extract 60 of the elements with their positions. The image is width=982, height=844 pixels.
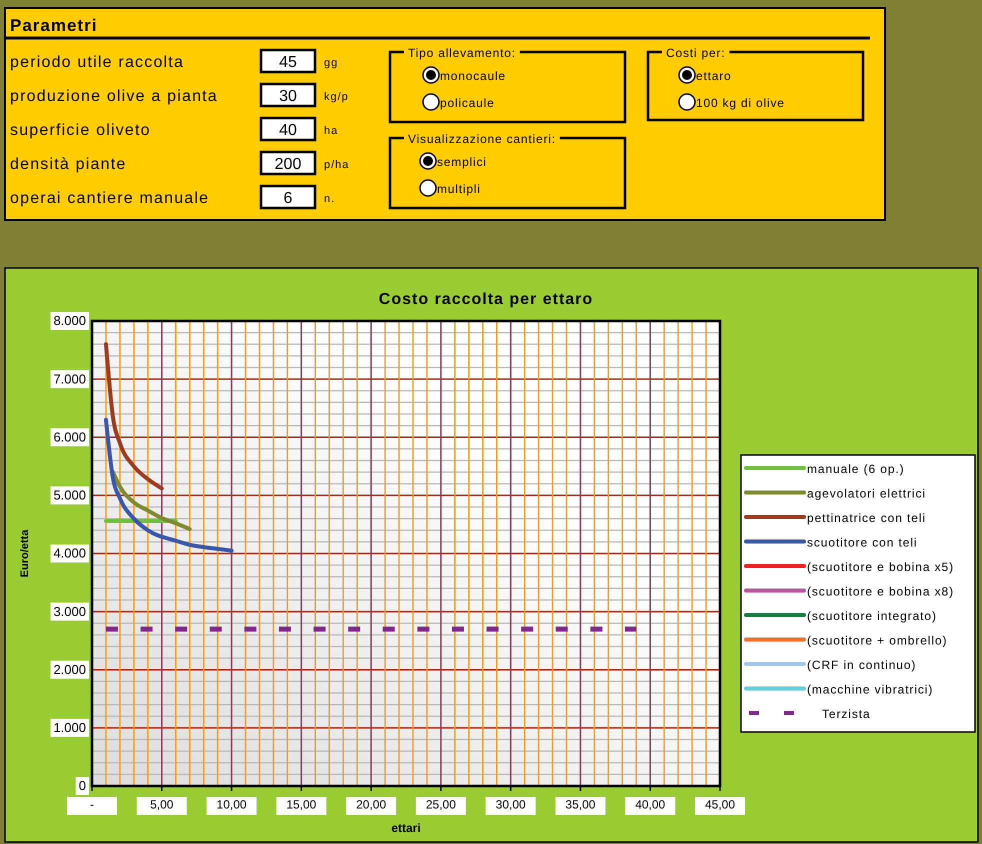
- legend-label: (scuotitore + ombrello): [807, 634, 948, 648]
- text: ha: [324, 125, 338, 137]
- text: kg/p: [324, 91, 349, 103]
- text: operai cantiere manuale: [10, 190, 210, 207]
- x-tick-label: 15,00: [286, 798, 317, 812]
- y-tick-label: 3.000: [53, 604, 86, 619]
- text: 100 kg di olive: [696, 96, 785, 110]
- legend-label: agevolatori elettrici: [807, 486, 926, 500]
- y-tick-label: 6.000: [53, 429, 86, 444]
- text: 200: [274, 156, 302, 173]
- text: semplici: [437, 155, 487, 169]
- legend-label: (scuotitore e bobina x8): [807, 584, 954, 598]
- legend-label: manuale (6 op.): [807, 462, 905, 476]
- legend-label: (scuotitore integrato): [807, 609, 937, 623]
- text: periodo utile raccolta: [10, 54, 184, 71]
- x-tick-label: 30,00: [496, 798, 526, 812]
- y-tick-label: 7.000: [53, 371, 86, 386]
- legend-label: (macchine vibratrici): [807, 682, 934, 696]
- legend-label: Terzista: [822, 707, 871, 721]
- text: 6: [284, 190, 293, 207]
- y-tick-label: 5.000: [53, 488, 86, 503]
- x-tick-label: 35,00: [565, 798, 596, 812]
- chart-title: Costo raccolta per ettaro: [378, 291, 594, 308]
- y-tick-label: 0: [78, 778, 86, 794]
- y-tick-label: 1.000: [53, 720, 86, 736]
- text: Costi per:: [666, 46, 726, 60]
- x-axis-title: ettari: [391, 821, 421, 835]
- text: monocaule: [440, 69, 506, 83]
- x-tick-label: 45,00: [704, 798, 736, 812]
- text: multipli: [437, 182, 481, 196]
- legend-label: scuotitore con teli: [807, 536, 918, 550]
- x-tick-label: 25,00: [426, 798, 456, 812]
- text: Visualizzazione cantieri:: [408, 132, 556, 146]
- y-tick-label: 2.000: [53, 662, 86, 677]
- text: 30: [279, 88, 297, 105]
- text: Parametri: [10, 16, 98, 35]
- legend-label: pettinatrice con teli: [807, 511, 926, 525]
- x-tick-label: -: [90, 798, 94, 812]
- text: superficie oliveto: [10, 122, 151, 139]
- text: produzione olive a pianta: [10, 88, 218, 105]
- text: n.: [324, 193, 336, 205]
- text: ettaro: [696, 69, 732, 83]
- text: 45: [279, 54, 297, 71]
- y-tick-label: 8.000: [53, 313, 86, 328]
- text: 40: [279, 122, 297, 139]
- y-axis-title: Euro/etta: [19, 528, 31, 578]
- legend-label: (CRF in continuo): [807, 658, 916, 672]
- x-tick-label: 40,00: [635, 798, 666, 812]
- x-tick-label: 20,00: [356, 798, 386, 812]
- text: policaule: [440, 96, 495, 110]
- text: p/ha: [324, 159, 350, 171]
- text: Tipo allevamento:: [408, 46, 516, 60]
- text: gg: [324, 57, 338, 69]
- x-tick-label: 5,00: [150, 798, 174, 812]
- x-tick-label: 10,00: [216, 798, 247, 812]
- y-tick-label: 4.000: [53, 546, 86, 561]
- line-series: [104, 342, 164, 490]
- text: densità piante: [10, 156, 126, 173]
- line-series: [104, 418, 234, 553]
- legend-label: (scuotitore e bobina x5): [807, 560, 954, 574]
